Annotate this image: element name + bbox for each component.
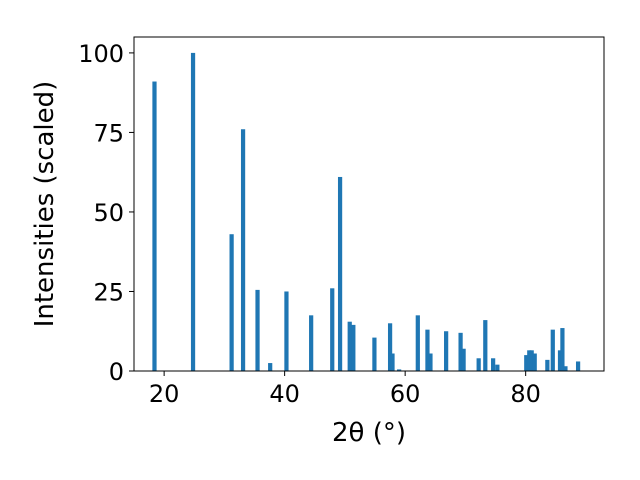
bar: [428, 353, 433, 371]
bar: [425, 329, 430, 371]
y-tick-label: 50: [93, 199, 124, 227]
bar: [529, 350, 534, 371]
bar: [351, 324, 356, 371]
bar: [268, 363, 273, 371]
bar: [284, 291, 289, 371]
y-tick-label: 25: [93, 278, 124, 306]
bar: [240, 129, 246, 371]
bars-group: [152, 52, 581, 372]
bar: [495, 364, 500, 371]
bar: [575, 361, 581, 371]
bar: [229, 234, 234, 371]
bar: [550, 329, 555, 371]
bar: [560, 328, 565, 371]
bar: [524, 355, 529, 371]
bar: [461, 348, 466, 371]
y-axis: 0 25 50 75 100: [78, 40, 134, 386]
bar: [337, 176, 343, 371]
bar: [255, 289, 260, 371]
bar: [152, 81, 157, 371]
x-tick-label: 60: [390, 380, 421, 408]
y-axis-label: Intensities (scaled): [30, 81, 60, 328]
x-tick-label: 80: [510, 380, 541, 408]
bar: [491, 358, 496, 371]
bar: [309, 315, 314, 371]
x-tick-label: 20: [149, 380, 180, 408]
y-tick-label: 100: [78, 40, 124, 68]
bar: [387, 323, 393, 371]
bar: [444, 331, 449, 371]
bar: [390, 353, 395, 371]
bar: [557, 350, 563, 371]
bar: [476, 358, 481, 371]
bar: [415, 315, 420, 371]
bar: [458, 332, 463, 371]
bar: [190, 52, 196, 372]
bar: [397, 369, 402, 371]
bar: [483, 320, 488, 371]
bar: [527, 350, 532, 371]
x-axis-label: 2θ (°): [332, 418, 406, 448]
y-tick-label: 75: [93, 119, 124, 147]
bar: [532, 353, 537, 371]
bar: [330, 288, 335, 371]
y-tick-label: 0: [109, 358, 124, 386]
bar: [563, 366, 568, 371]
bar: [347, 321, 352, 371]
bar: [372, 337, 377, 371]
x-axis: 20 40 60 80: [149, 371, 541, 408]
x-tick-label: 40: [269, 380, 300, 408]
plot-frame: [133, 36, 605, 372]
bar: [545, 359, 550, 371]
